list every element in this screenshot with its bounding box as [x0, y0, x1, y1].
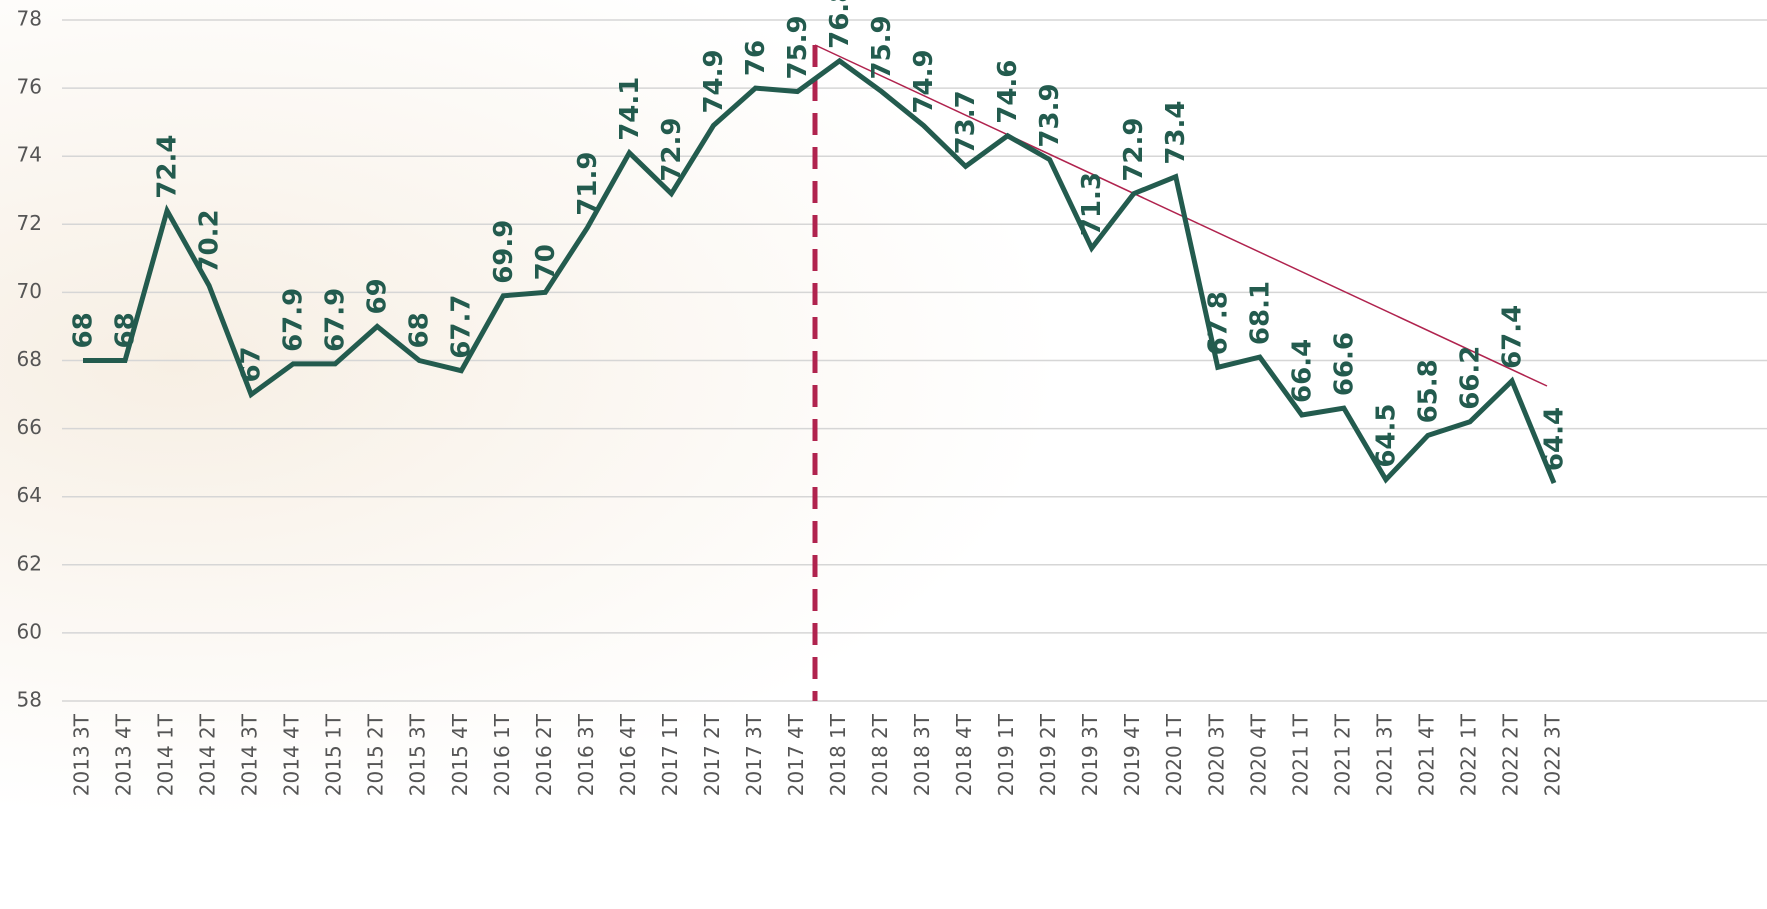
- x-tick-label: 2014 3T: [238, 713, 262, 796]
- y-tick-label: 68: [17, 347, 42, 371]
- data-label: 68.1: [1245, 281, 1275, 345]
- data-label: 71.3: [1077, 172, 1107, 236]
- data-label: 65.8: [1413, 359, 1443, 423]
- data-label: 73.7: [951, 90, 981, 154]
- data-label: 69.9: [489, 220, 519, 284]
- x-tick-label: 2015 1T: [322, 713, 346, 796]
- x-tick-label: 2014 4T: [280, 713, 304, 796]
- data-label: 67: [237, 346, 267, 382]
- data-label: 67.4: [1497, 305, 1527, 369]
- x-tick-label: 2017 2T: [700, 713, 724, 796]
- x-tick-label: 2022 2T: [1498, 713, 1522, 796]
- x-tick-label: 2019 2T: [1036, 713, 1060, 796]
- data-label: 70: [531, 244, 561, 280]
- data-label: 64.5: [1371, 404, 1401, 468]
- y-tick-label: 74: [17, 143, 42, 167]
- y-tick-label: 62: [17, 551, 42, 575]
- data-label: 74.1: [615, 77, 645, 141]
- data-label: 67.9: [279, 288, 309, 352]
- x-tick-label: 2020 4T: [1246, 713, 1270, 796]
- trend-line: [814, 44, 1548, 387]
- x-tick-label: 2016 3T: [574, 713, 598, 796]
- y-tick-label: 66: [17, 415, 42, 439]
- data-label: 72.9: [657, 117, 687, 181]
- data-label: 68: [69, 312, 99, 348]
- data-label: 72.9: [1119, 117, 1149, 181]
- x-tick-label: 2017 4T: [784, 713, 808, 796]
- x-tick-label: 2018 1T: [826, 713, 850, 796]
- data-label: 67.8: [1203, 291, 1233, 355]
- x-tick-label: 2017 3T: [742, 713, 766, 796]
- x-tick-label: 2016 1T: [490, 713, 514, 796]
- x-tick-label: 2021 1T: [1288, 713, 1312, 796]
- x-tick-label: 2015 4T: [448, 713, 472, 796]
- data-label: 75.9: [867, 15, 897, 79]
- data-label: 66.6: [1329, 332, 1359, 396]
- x-tick-label: 2022 3T: [1541, 713, 1565, 796]
- data-label: 71.9: [573, 152, 603, 216]
- x-tick-label: 2019 4T: [1120, 713, 1144, 796]
- x-tick-label: 2020 3T: [1204, 713, 1228, 796]
- plot: 2013 3T 2013 4T 2014 1T 2014 2T 2014 3T 2014 …: [69, 0, 1570, 796]
- x-tick-label: 2014 2T: [196, 713, 220, 796]
- x-tick-label: 2021 2T: [1330, 713, 1354, 796]
- x-tick-label: 2013 4T: [112, 713, 136, 796]
- y-tick-label: 72: [17, 211, 42, 235]
- data-label: 68: [405, 312, 435, 348]
- x-tick-label: 2018 3T: [910, 713, 934, 796]
- x-tick-label: 2020 1T: [1162, 713, 1186, 796]
- grid: 58 60 62 64 66 68 70 72 74 76 78: [17, 7, 1767, 712]
- y-tick-label: 60: [17, 619, 42, 643]
- data-label: 64.4: [1540, 407, 1570, 471]
- x-tick-label: 2018 2T: [868, 713, 892, 796]
- data-label: 73.9: [1035, 83, 1065, 147]
- x-tick-label: 2019 3T: [1078, 713, 1102, 796]
- x-tick-label: 2021 3T: [1372, 713, 1396, 796]
- y-tick-label: 58: [17, 688, 42, 712]
- data-label: 69: [363, 278, 393, 314]
- x-tick-label: 2014 1T: [154, 713, 178, 796]
- x-tick-label: 2015 2T: [364, 713, 388, 796]
- data-label: 72.4: [153, 135, 183, 199]
- x-tick-label: 2016 2T: [532, 713, 556, 796]
- data-label: 66.4: [1287, 339, 1317, 403]
- x-tick-label: 2021 4T: [1414, 713, 1438, 796]
- y-tick-label: 70: [17, 279, 42, 303]
- data-label: 74.9: [909, 49, 939, 113]
- data-label: 67.9: [321, 288, 351, 352]
- data-label: 68: [111, 312, 141, 348]
- data-label: 76: [741, 40, 771, 76]
- data-label: 73.4: [1161, 100, 1191, 164]
- x-tick-label: 2017 1T: [658, 713, 682, 796]
- y-tick-label: 78: [17, 7, 42, 31]
- x-tick-label: 2016 4T: [616, 713, 640, 796]
- data-label: 75.9: [783, 15, 813, 79]
- data-label: 76.8: [825, 0, 855, 49]
- x-tick-label: 2018 4T: [952, 713, 976, 796]
- data-label: 74.6: [993, 60, 1023, 124]
- data-label: 66.2: [1455, 346, 1485, 410]
- y-tick-label: 76: [17, 75, 42, 99]
- data-line: [83, 57, 1557, 485]
- x-tick-label: 2015 3T: [406, 713, 430, 796]
- x-tick-label: 2013 3T: [70, 713, 94, 796]
- x-tick-label: 2019 1T: [994, 713, 1018, 796]
- data-label: 70.2: [195, 209, 225, 273]
- data-label: 67.7: [447, 295, 477, 359]
- y-tick-label: 64: [17, 483, 42, 507]
- x-tick-label: 2022 1T: [1456, 713, 1480, 796]
- data-label: 74.9: [699, 49, 729, 113]
